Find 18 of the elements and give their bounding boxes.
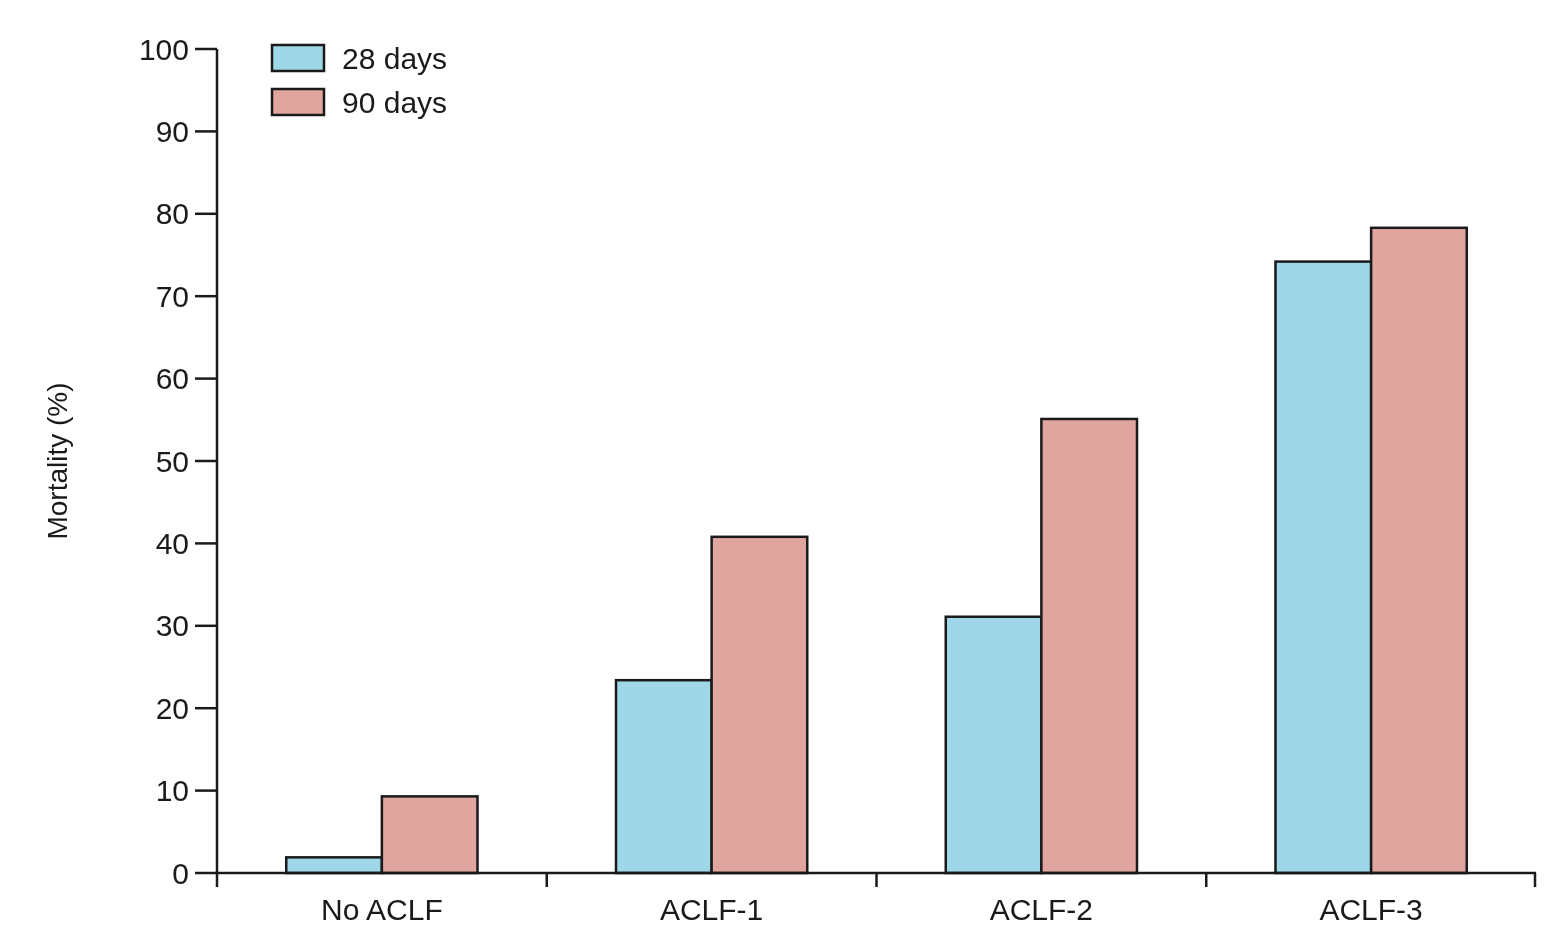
x-tick-label: ACLF-2 bbox=[989, 893, 1094, 926]
y-tick-label: 10 bbox=[155, 774, 189, 808]
y-tick-label: 20 bbox=[155, 691, 189, 725]
y-tick-label: 0 bbox=[172, 856, 189, 890]
y-tick-label: 50 bbox=[155, 444, 189, 478]
y-tick-label: 70 bbox=[155, 279, 189, 313]
x-tick-label: No ACLF bbox=[321, 893, 443, 926]
y-tick-label: 30 bbox=[155, 609, 189, 643]
x-tick-label: ACLF-1 bbox=[659, 893, 764, 926]
y-axis-title: Mortality (%) bbox=[42, 382, 73, 540]
legend-label: 90 days bbox=[342, 85, 448, 119]
y-tick-label: 60 bbox=[155, 362, 189, 396]
y-tick-label: 40 bbox=[155, 526, 189, 560]
legend-label: 28 days bbox=[342, 41, 448, 75]
y-tick-label: 80 bbox=[155, 197, 189, 231]
x-tick-label: ACLF-3 bbox=[1319, 893, 1423, 926]
y-tick-label: 100 bbox=[138, 32, 189, 66]
y-tick-label: 90 bbox=[155, 114, 189, 148]
